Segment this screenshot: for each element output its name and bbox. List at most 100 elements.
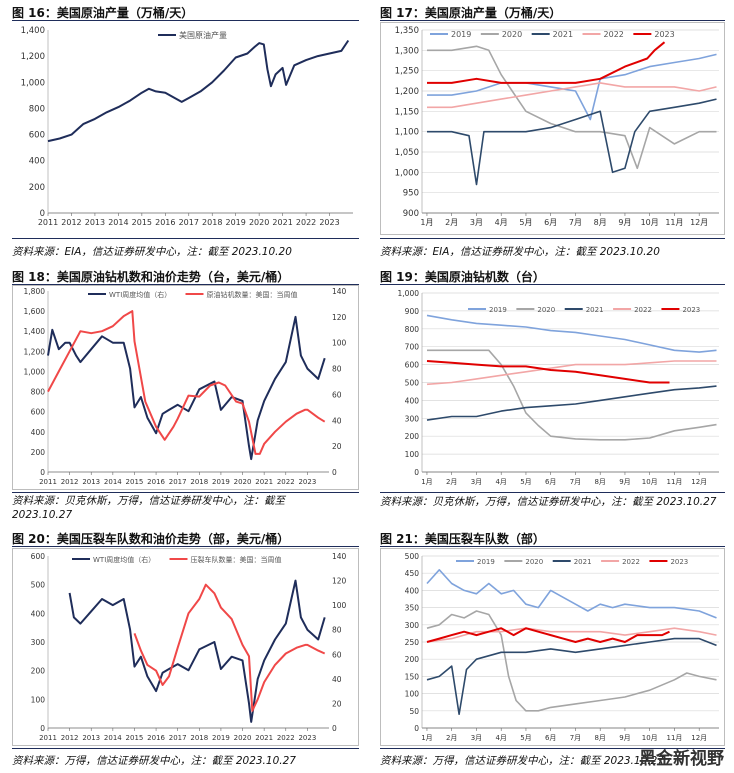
- x-tick-label: 1月: [421, 734, 432, 742]
- series-line-3: [426, 385, 717, 421]
- chart-fig16: 0 200 400 600 800 1,000 1,200 1,400 2011 2012 2013…: [21, 26, 353, 227]
- series-line-1: [427, 53, 717, 121]
- legend-label: 原油钻机数量：美国：当周值: [207, 290, 298, 299]
- title-rule: [380, 20, 725, 21]
- y-tick-label: 0: [414, 468, 419, 477]
- x-tick-label: 2021: [255, 478, 273, 486]
- x-tick-label: 4月: [495, 478, 506, 486]
- panel-fig19: 图 19：美国原油钻机数（台） 0 100 200 300 400 500 600 700 80…: [380, 265, 725, 520]
- y-tick-label: 600: [29, 131, 45, 141]
- x-tick-label: 2023: [298, 734, 316, 742]
- source-rule: [380, 748, 725, 749]
- x-tick-label: 6月: [545, 478, 556, 486]
- x-tick-label: 2012: [61, 478, 79, 486]
- x-tick-label: 2015: [126, 734, 144, 742]
- series-line-1: [47, 39, 350, 143]
- y-tick-label: 400: [31, 428, 46, 437]
- x-tick-label: 2013: [82, 478, 100, 486]
- x-tick-label: 2019: [212, 478, 230, 486]
- y-tick-label: 200: [29, 183, 45, 193]
- legend-label: 2020: [537, 306, 555, 314]
- x-tick-label: 2015: [126, 478, 144, 486]
- y-tick-label: 350: [405, 604, 420, 613]
- legend-label: 2019: [489, 306, 507, 314]
- y-tick-label: 200: [31, 667, 46, 676]
- y-tick-label: 1,100: [395, 128, 419, 138]
- x-tick-label: 4月: [495, 734, 506, 742]
- panel-fig18: 图 18：美国原油钻机数和油价走势（台，美元/桶） 0 200 400 600 800 1…: [12, 265, 359, 521]
- y-tick-label: 1,000: [24, 367, 46, 376]
- y-tick-label: 500: [405, 379, 420, 388]
- y-tick-label: 800: [29, 104, 45, 114]
- figure-title: 图 17：美国原油产量（万桶/天）: [380, 6, 562, 20]
- y-tick-label: 300: [31, 638, 46, 647]
- source-rule: [12, 492, 359, 493]
- legend-label: 2019: [451, 30, 471, 39]
- y-tick-label: 1,400: [24, 327, 46, 336]
- y-tick-label: 400: [405, 396, 420, 405]
- panel-fig20: 图 20：美国压裂车队数和油价走势（部，美元/桶） 0 100 200 300 400 5…: [12, 528, 359, 773]
- y-tick-label: 600: [31, 408, 46, 417]
- chart-frame: [380, 548, 725, 746]
- y-tick-label: 400: [29, 157, 45, 167]
- legend-label: 2022: [634, 306, 652, 314]
- source-note: 资料来源：万得，信达证券研发中心，注：截至 2023.10.27: [380, 755, 664, 767]
- source-note: 资料来源：EIA，信达证券研发中心，注：截至 2023.10.20: [380, 246, 660, 258]
- y-tick-label: 300: [405, 621, 420, 630]
- legend-label: 2021: [574, 558, 592, 566]
- x-tick-label: 2021: [255, 734, 273, 742]
- x-tick-label: 2022: [277, 734, 295, 742]
- x-tick-label: 1月: [421, 478, 432, 486]
- x-tick-label: 2017: [179, 218, 199, 227]
- y2-tick-label: 140: [332, 552, 347, 561]
- x-tick-label: 6月: [545, 734, 556, 742]
- x-tick-label: 2016: [147, 478, 165, 486]
- y-tick-label: 1,600: [24, 307, 46, 316]
- y-tick-label: 0: [40, 724, 45, 733]
- y-tick-label: 400: [405, 586, 420, 595]
- title-rule: [380, 284, 725, 285]
- x-tick-label: 12月: [690, 218, 708, 227]
- y-tick-label: 100: [405, 450, 420, 459]
- x-tick-label: 9月: [618, 218, 631, 227]
- y-tick-label: 1,350: [395, 26, 419, 36]
- chart-fig21: 0 50 100 150 200 250 300 350 400 450 500 1月 2月 3月 4月 5月…: [380, 548, 725, 746]
- series-line-1: [426, 314, 717, 353]
- x-tick-label: 2017: [169, 734, 187, 742]
- x-tick-label: 10月: [642, 734, 658, 742]
- legend-label: 2023: [670, 558, 688, 566]
- x-tick-label: 2015: [132, 218, 152, 227]
- y-tick-label: 1,250: [395, 67, 419, 77]
- panel-fig17: 图 17：美国原油产量（万桶/天） 900 950 1,000 1,050 1,100 1…: [380, 0, 725, 262]
- y2-tick-label: 80: [332, 365, 342, 374]
- chart-frame: [12, 285, 359, 490]
- y-tick-label: 900: [403, 209, 419, 219]
- y-tick-label: 1,000: [21, 78, 45, 88]
- x-tick-label: 11月: [665, 218, 683, 227]
- series-line-4: [426, 360, 717, 386]
- x-tick-label: 11月: [666, 478, 682, 486]
- x-tick-label: 8月: [594, 218, 607, 227]
- y-tick-label: 500: [31, 581, 46, 590]
- y-tick-label: 500: [405, 552, 420, 561]
- figure-title: 图 16：美国原油产量（万桶/天）: [12, 6, 194, 20]
- y-tick-label: 1,400: [21, 26, 45, 36]
- y-tick-label: 100: [31, 695, 46, 704]
- x-tick-label: 2012: [61, 734, 79, 742]
- y-tick-label: 1,000: [395, 168, 419, 178]
- y-tick-label: 1,200: [24, 347, 46, 356]
- legend-label: 2022: [604, 30, 624, 39]
- x-tick-label: 2018: [202, 218, 222, 227]
- y-tick-label: 1,050: [395, 148, 419, 158]
- x-tick-label: 7月: [569, 218, 582, 227]
- x-tick-label: 2011: [38, 218, 58, 227]
- y-tick-label: 200: [405, 655, 420, 664]
- legend-label: 2023: [654, 30, 674, 39]
- chart-frame: [380, 22, 725, 235]
- series-line-1: [426, 568, 717, 619]
- y-tick-label: 250: [405, 638, 420, 647]
- chart-fig20: 0 100 200 300 400 500 600 0 20 40 60 80 100 120 140 201…: [12, 548, 359, 746]
- legend-label: 2022: [622, 558, 640, 566]
- x-tick-label: 2014: [104, 478, 122, 486]
- x-tick-label: 2014: [104, 734, 122, 742]
